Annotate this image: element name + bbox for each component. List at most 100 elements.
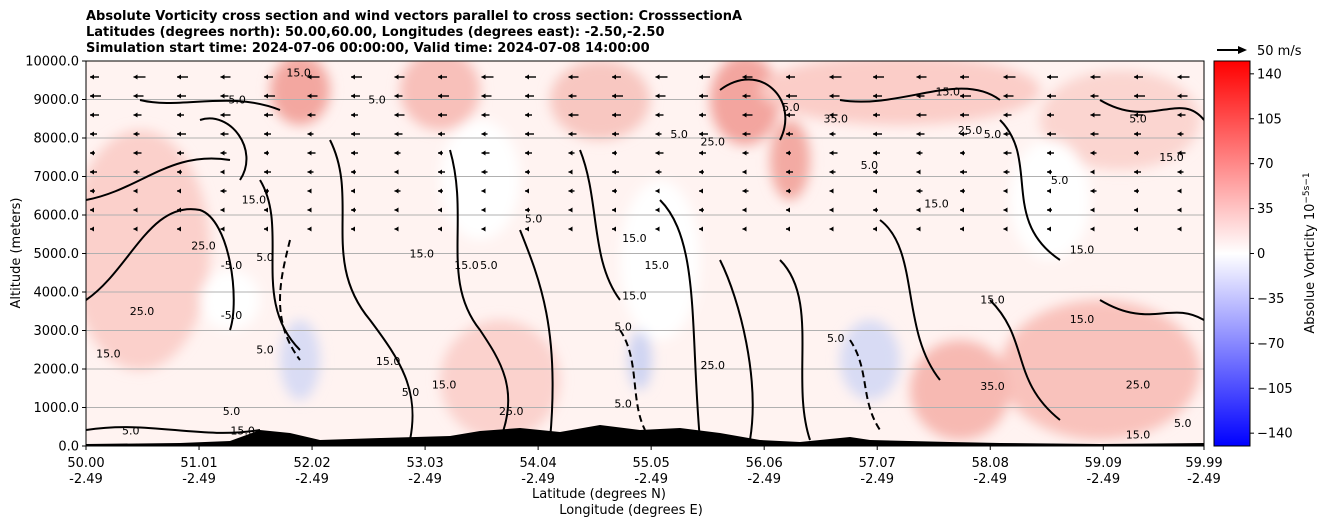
wind-vector-head [307, 74, 312, 80]
colorbar-tick-label: −35 [1257, 292, 1284, 307]
wind-vector-head [742, 131, 747, 137]
x-tick-label-lon: -2.49 [1086, 472, 1120, 487]
wind-vector-head [655, 93, 660, 99]
wind-vector-head [612, 188, 616, 194]
wind-vector-head [220, 150, 225, 156]
colorbar-tick-label: 140 [1257, 67, 1282, 82]
colorbar-tick-label: 0 [1257, 247, 1265, 262]
wind-vector-head [873, 93, 877, 99]
wind-vector-head [742, 169, 747, 175]
wind-vector-head [177, 188, 181, 194]
wind-vector-head [90, 188, 94, 194]
wind-vector-head [1177, 226, 1182, 232]
x-tick-label-lon: -2.49 [973, 472, 1007, 487]
wind-vector-head [1134, 226, 1138, 232]
wind-vector-head [873, 226, 877, 232]
wind-vector-head [1090, 112, 1095, 118]
wind-vector-head [220, 93, 225, 99]
wind-vector-head [742, 150, 747, 156]
contour-label: 5.0 [122, 424, 140, 437]
quiver-key: 50 m/s [1217, 44, 1302, 59]
wind-vector-head [1177, 74, 1182, 80]
wind-vector-head [1090, 188, 1095, 194]
wind-vector-head [438, 93, 442, 99]
x-tick-label-lat: 54.04 [520, 456, 557, 471]
wind-vector-head [699, 131, 703, 137]
wind-vector-head [438, 207, 442, 213]
plot-area: 15.025.0 -5.05.015.025.0-5.05.015.05.0 15.… [85, 60, 1205, 447]
wind-vector-head [742, 93, 747, 99]
wind-vector-head [1003, 226, 1008, 232]
wind-vector-head [90, 207, 94, 213]
contour-label: 25.0 [130, 305, 155, 318]
x-tick-label-lon: -2.49 [408, 472, 442, 487]
x-tick-label-lon: -2.49 [182, 472, 216, 487]
y-tick-label: 8000.0 [34, 132, 80, 147]
wind-vector-head [786, 74, 790, 80]
wind-vector-head [481, 188, 486, 194]
contour-label: 15.0 [980, 294, 1005, 307]
wind-vector-head [1177, 188, 1182, 194]
wind-vector-head [612, 207, 616, 213]
wind-vector-head [786, 150, 790, 156]
contour-label: 35.0 [824, 113, 849, 126]
wind-vector-head [742, 207, 747, 213]
wind-vector-head [481, 207, 486, 213]
colorbar-label-units: −5s−1 [1302, 172, 1312, 203]
wind-vector-head [829, 112, 834, 118]
wind-vector-head [568, 93, 573, 99]
wind-vector-head [220, 112, 225, 118]
wind-vector-head [438, 226, 442, 232]
wind-vector-head [612, 74, 616, 80]
wind-vector-head [699, 74, 703, 80]
contour-label: 5.0 [827, 332, 845, 345]
wind-vector-head [1090, 131, 1095, 137]
wind-vector-head [568, 131, 573, 137]
wind-vector-head [1003, 150, 1008, 156]
wind-vector-head [655, 74, 660, 80]
x-tick-label-lat: 51.01 [180, 456, 217, 471]
wind-vector-head [177, 207, 181, 213]
wind-vector-head [177, 74, 181, 80]
wind-vector-head [394, 93, 399, 99]
wind-vector-head [177, 93, 181, 99]
wind-vector-head [786, 169, 790, 175]
contour-label: 25.0 [499, 405, 524, 418]
wind-vector-head [916, 131, 921, 137]
wind-vector-head [307, 169, 312, 175]
wind-vector-head [612, 93, 616, 99]
contour-label: 5.0 [525, 213, 543, 226]
contour-label: 35.0 [980, 380, 1005, 393]
quiver-key-label: 50 m/s [1257, 44, 1302, 59]
wind-vector-head [481, 150, 486, 156]
colorbar-ticks: 140 105 70 35 0 −35 −70 −105 −140 [1250, 67, 1293, 442]
x-tick-label-lat: 50.00 [67, 456, 104, 471]
wind-vector-head [1003, 131, 1008, 137]
y-tick-label: 4000.0 [34, 286, 80, 301]
wind-vector-head [873, 169, 877, 175]
wind-vector-head [655, 112, 660, 118]
contour-label: 5.0 [480, 259, 498, 272]
wind-vector-head [90, 226, 94, 232]
wind-vector-head [351, 74, 355, 80]
wind-vector-head [1134, 131, 1138, 137]
wind-vector-head [220, 131, 225, 137]
wind-vector-head [525, 207, 529, 213]
contour-label: 5.0 [256, 251, 274, 264]
wind-vector-head [916, 150, 921, 156]
wind-vector-head [264, 169, 268, 175]
wind-vector-head [220, 169, 225, 175]
wind-vector-head [699, 207, 703, 213]
wind-vector-head [1003, 188, 1008, 194]
contour-label: 25.0 [191, 240, 216, 253]
wind-vector-head [699, 169, 703, 175]
wind-vector-head [612, 169, 616, 175]
wind-vector-head [351, 150, 355, 156]
wind-vector-head [742, 112, 747, 118]
wind-vector-head [177, 131, 181, 137]
wind-vector-head [307, 93, 312, 99]
wind-vector-head [1134, 169, 1138, 175]
wind-vector-head [1047, 131, 1051, 137]
wind-vector-head [829, 131, 834, 137]
